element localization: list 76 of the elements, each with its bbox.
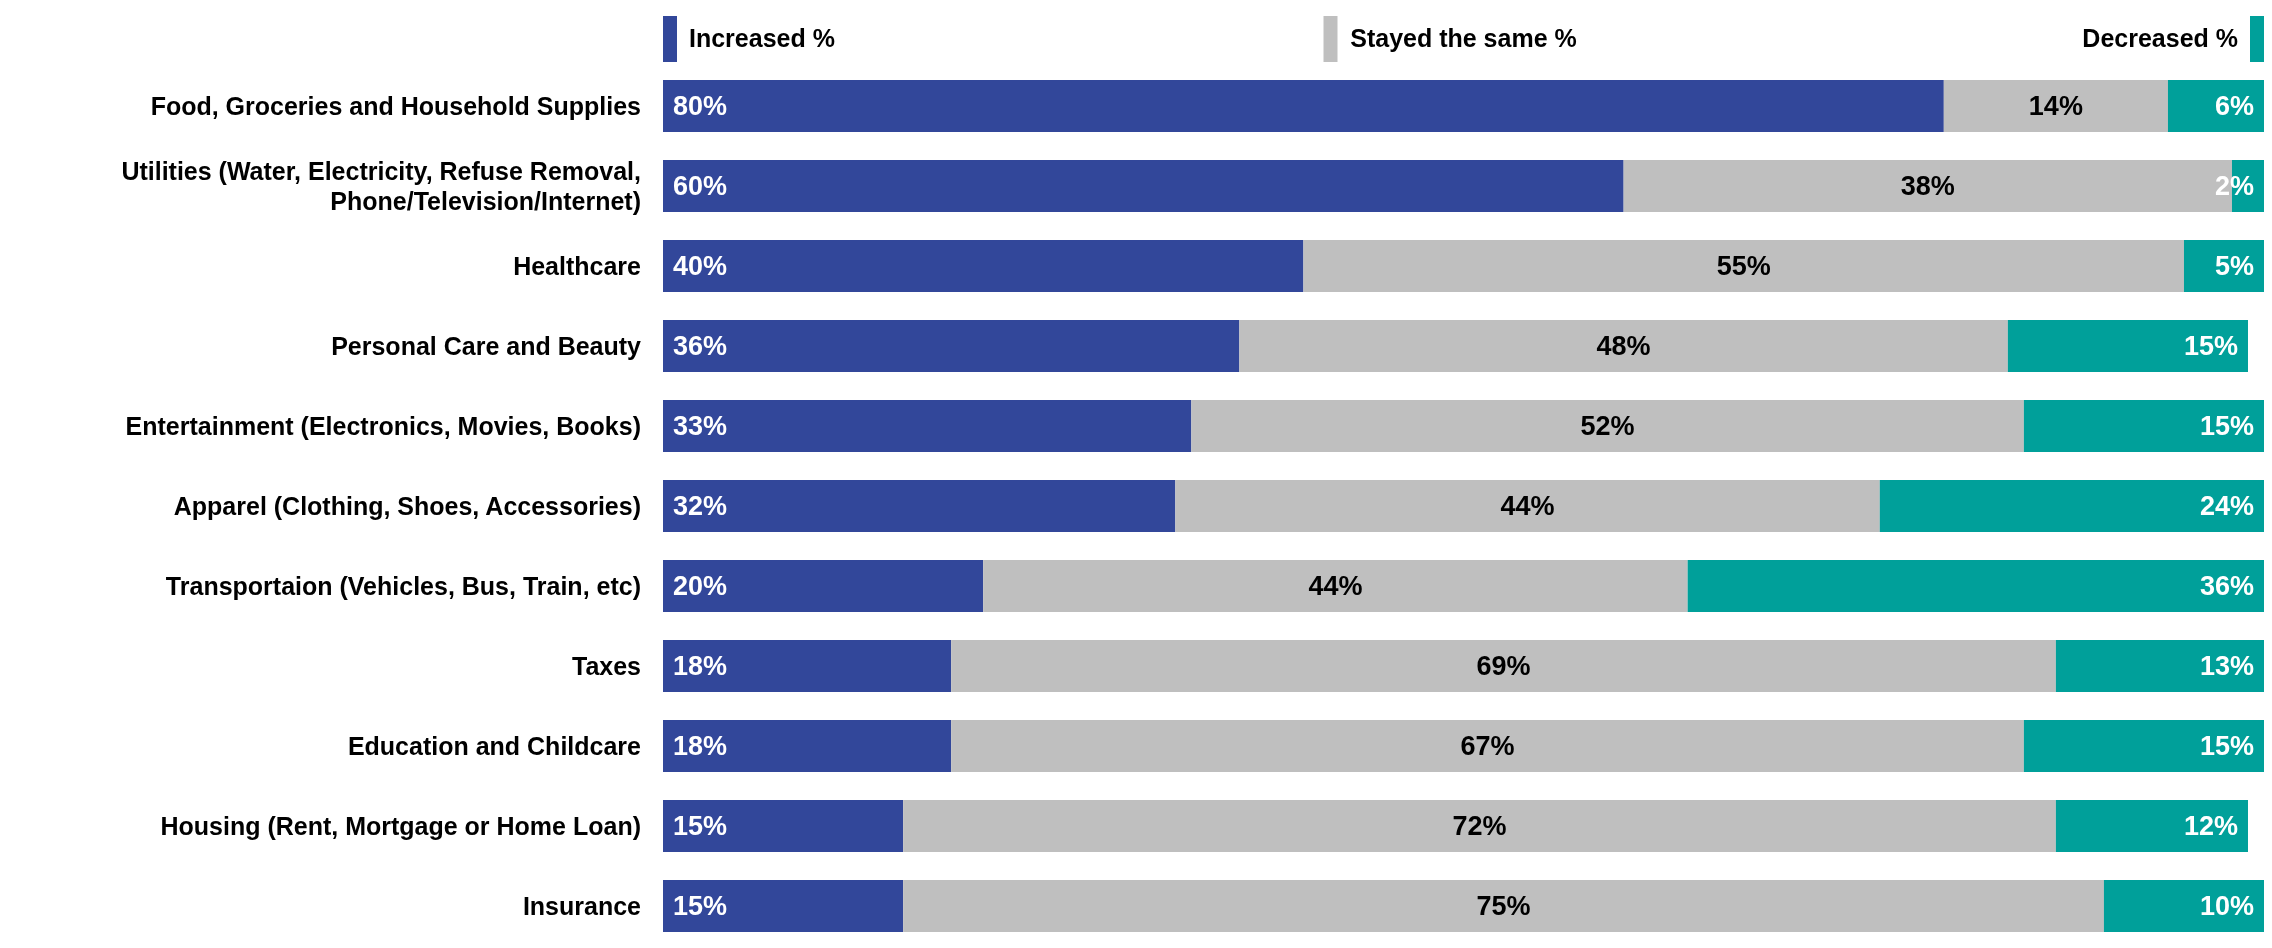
- data-label: 55%: [1716, 251, 1771, 282]
- data-label: 44%: [1308, 571, 1363, 602]
- data-label: 69%: [1476, 651, 1531, 682]
- y-tick-label: Transportaion (Vehicles, Bus, Train, etc): [165, 571, 641, 600]
- bar: [951, 720, 2024, 772]
- data-label: 33%: [673, 411, 728, 442]
- data-label: 36%: [2199, 571, 2254, 602]
- bar: [2103, 880, 2264, 932]
- data-label: 15%: [673, 891, 728, 922]
- data-label: 75%: [1476, 891, 1531, 922]
- y-tick-label: Food, Groceries and Household Supplies: [150, 91, 641, 120]
- bar: [2023, 720, 2264, 772]
- y-tick-label: Entertainment (Electronics, Movies, Books): [125, 411, 641, 440]
- bar: [2023, 400, 2264, 452]
- bar: [983, 560, 1688, 612]
- bar: [903, 880, 2104, 932]
- bar: [663, 640, 952, 692]
- bar: [951, 640, 2056, 692]
- bar: [1943, 80, 2168, 132]
- data-label: 15%: [2183, 331, 2238, 362]
- data-label: 14%: [2028, 91, 2083, 122]
- bar: [1239, 320, 2008, 372]
- data-label: 32%: [673, 491, 728, 522]
- y-tick-label: Personal Care and Beauty: [331, 331, 642, 360]
- data-label: 44%: [1500, 491, 1555, 522]
- data-label: 67%: [1460, 731, 1515, 762]
- data-label: 36%: [673, 331, 728, 362]
- y-tick-label: Education and Childcare: [347, 731, 642, 760]
- bar: [1687, 560, 2264, 612]
- data-label: 40%: [673, 251, 728, 282]
- y-tick-label: Housing (Rent, Mortgage or Home Loan): [160, 811, 641, 840]
- data-label: 80%: [673, 91, 728, 122]
- data-label: 13%: [2199, 651, 2254, 682]
- data-label: 52%: [1580, 411, 1635, 442]
- bar: [1879, 480, 2264, 532]
- legend-label: Stayed the same %: [1350, 23, 1577, 52]
- y-tick-label: Utilities (Water, Electricity, Refuse Removal, Phone/Television/Internet): [121, 156, 641, 215]
- data-label: 15%: [2199, 411, 2254, 442]
- data-label: 38%: [1900, 171, 1955, 202]
- bar: [2167, 80, 2264, 132]
- y-tick-label: Apparel (Clothing, Shoes, Accessories): [173, 491, 641, 520]
- data-label: 18%: [673, 731, 728, 762]
- data-label: 15%: [673, 811, 728, 842]
- data-label: 60%: [673, 171, 728, 202]
- legend-label: Increased %: [689, 23, 835, 52]
- bar: [663, 800, 904, 852]
- data-label: 12%: [2183, 811, 2238, 842]
- bar: [663, 80, 1944, 132]
- bar: [663, 560, 984, 612]
- data-label: 72%: [1452, 811, 1507, 842]
- bar: [1175, 480, 1880, 532]
- bar: [663, 720, 952, 772]
- bar: [903, 800, 2056, 852]
- data-label: 20%: [673, 571, 728, 602]
- bar: [2055, 640, 2264, 692]
- series-label: Decreased %: [2082, 23, 2238, 52]
- bar: [663, 400, 1192, 452]
- bar: [663, 160, 1624, 212]
- bar: [663, 880, 904, 932]
- bar: [663, 240, 1304, 292]
- data-label: 48%: [1596, 331, 1651, 362]
- y-tick-label: Taxes: [571, 651, 641, 680]
- y-tick-label: Insurance: [522, 891, 642, 920]
- bar: [2007, 320, 2248, 372]
- data-label: 10%: [2199, 891, 2254, 922]
- bar: [663, 320, 1240, 372]
- bar: [1191, 400, 2024, 452]
- bar: [1303, 240, 2184, 292]
- data-label: 5%: [2214, 251, 2254, 282]
- data-label: 6%: [2214, 91, 2254, 122]
- data-label: 24%: [2199, 491, 2254, 522]
- bar: [663, 480, 1176, 532]
- y-tick-label: Healthcare: [513, 251, 642, 280]
- bar: [2055, 800, 2248, 852]
- data-label: 15%: [2199, 731, 2254, 762]
- data-label: 18%: [673, 651, 728, 682]
